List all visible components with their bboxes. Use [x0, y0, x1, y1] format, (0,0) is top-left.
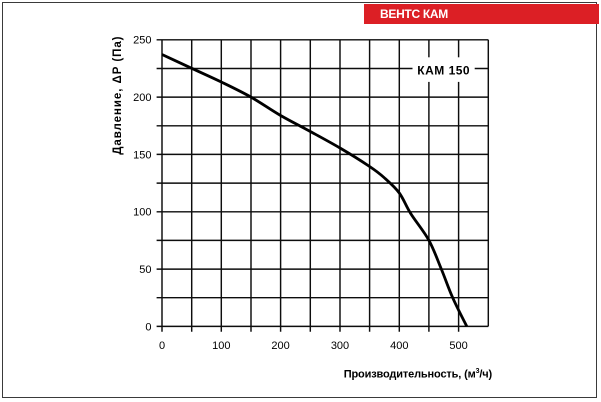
- svg-text:Производительность, (м3/ч): Производительность, (м3/ч): [344, 368, 493, 380]
- svg-text:500: 500: [449, 340, 467, 352]
- svg-text:КАМ 150: КАМ 150: [417, 64, 470, 78]
- svg-text:300: 300: [331, 340, 349, 352]
- svg-text:150: 150: [133, 149, 151, 161]
- svg-text:100: 100: [133, 207, 151, 219]
- svg-text:200: 200: [271, 340, 289, 352]
- svg-text:200: 200: [133, 92, 151, 104]
- svg-text:Давление, ΔP (Па): Давление, ΔP (Па): [112, 36, 124, 155]
- svg-text:0: 0: [145, 321, 151, 333]
- svg-text:50: 50: [139, 264, 151, 276]
- svg-text:250: 250: [133, 35, 151, 47]
- svg-text:400: 400: [390, 340, 408, 352]
- svg-text:100: 100: [212, 340, 230, 352]
- svg-text:0: 0: [159, 340, 165, 352]
